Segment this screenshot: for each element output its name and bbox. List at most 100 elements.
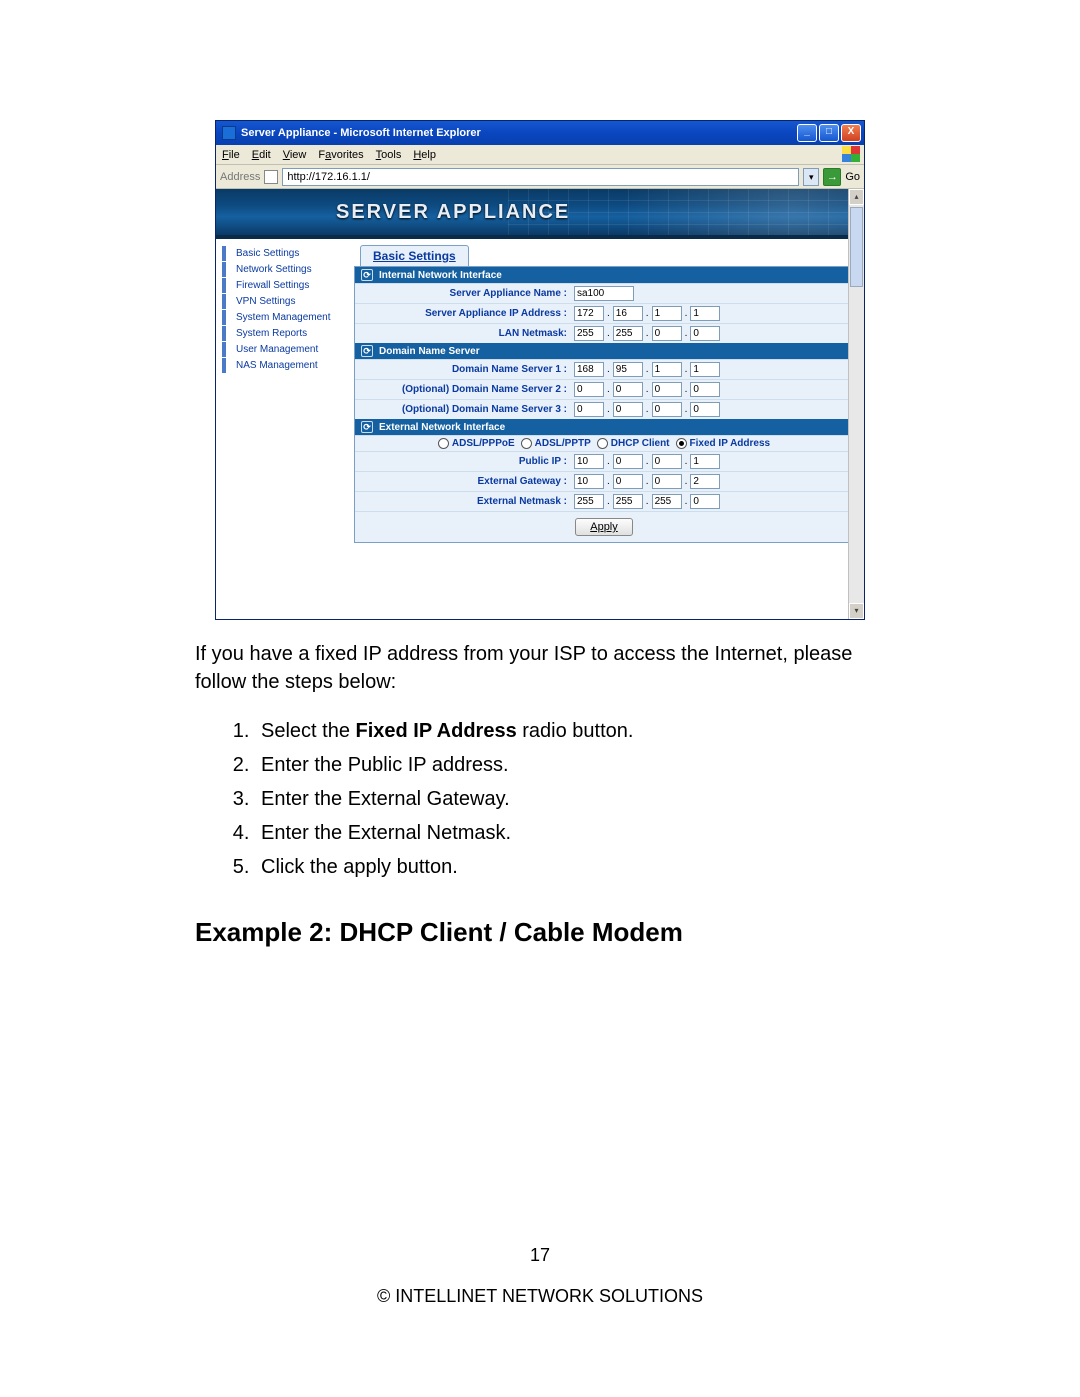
apply-button[interactable]: Apply	[575, 518, 633, 536]
radio-pppoe[interactable]: ADSL/PPPoE	[438, 438, 515, 449]
section-dns-title: Domain Name Server	[379, 346, 480, 357]
menu-favorites[interactable]: Favorites	[318, 149, 363, 161]
ext-gw-2[interactable]	[613, 474, 643, 489]
radio-dhcp[interactable]: DHCP Client	[597, 438, 670, 449]
sidebar-item-vpn[interactable]: VPN Settings	[222, 294, 342, 309]
lan-netmask-4[interactable]	[690, 326, 720, 341]
radio-fixed-ip[interactable]: Fixed IP Address	[676, 438, 771, 449]
section-external-title: External Network Interface	[379, 422, 505, 433]
ext-gw-1[interactable]	[574, 474, 604, 489]
sidebar-item-basic[interactable]: Basic Settings	[222, 246, 342, 261]
tab-basic-settings[interactable]: Basic Settings	[360, 245, 469, 266]
menu-view[interactable]: View	[283, 149, 307, 161]
window-title: Server Appliance - Microsoft Internet Ex…	[241, 127, 797, 139]
appliance-ip-3[interactable]	[652, 306, 682, 321]
refresh-icon[interactable]: ⟳	[361, 421, 373, 433]
example-2-heading: Example 2: DHCP Client / Cable Modem	[195, 914, 885, 950]
address-input[interactable]: http://172.16.1.1/	[282, 168, 799, 186]
appliance-name-input[interactable]	[574, 286, 634, 301]
dns2-2[interactable]	[613, 382, 643, 397]
section-internal-title: Internal Network Interface	[379, 270, 502, 281]
dns1-1[interactable]	[574, 362, 604, 377]
dns1-2[interactable]	[613, 362, 643, 377]
page-footer: 17 © INTELLINET NETWORK SOLUTIONS	[0, 1245, 1080, 1307]
ext-nm-4[interactable]	[690, 494, 720, 509]
appliance-name-label: Server Appliance Name :	[361, 288, 571, 299]
close-button[interactable]: X	[841, 124, 861, 142]
section-internal-header: ⟳ Internal Network Interface	[355, 267, 853, 283]
ie-icon	[222, 126, 236, 140]
menu-help[interactable]: Help	[413, 149, 436, 161]
page-banner: SERVER APPLIANCE	[216, 189, 864, 239]
doc-body: If you have a fixed IP address from your…	[195, 640, 885, 950]
dns3-2[interactable]	[613, 402, 643, 417]
page-icon	[264, 170, 278, 184]
public-ip-4[interactable]	[690, 454, 720, 469]
refresh-icon[interactable]: ⟳	[361, 269, 373, 281]
scroll-thumb[interactable]	[850, 207, 863, 287]
address-bar: Address http://172.16.1.1/ ▾ → Go	[216, 165, 864, 189]
lan-netmask-2[interactable]	[613, 326, 643, 341]
lan-netmask-1[interactable]	[574, 326, 604, 341]
lan-netmask-label: LAN Netmask:	[361, 328, 571, 339]
banner-title: SERVER APPLIANCE	[336, 201, 570, 224]
step-2: Enter the Public IP address.	[255, 748, 885, 782]
sidebar-item-usermgmt[interactable]: User Management	[222, 342, 342, 357]
dns2-label: (Optional) Domain Name Server 2 :	[361, 384, 571, 395]
appliance-ip-1[interactable]	[574, 306, 604, 321]
public-ip-1[interactable]	[574, 454, 604, 469]
windows-flag-icon	[842, 146, 860, 162]
go-button[interactable]: →	[823, 168, 841, 186]
dns1-label: Domain Name Server 1 :	[361, 364, 571, 375]
browser-window: Server Appliance - Microsoft Internet Ex…	[215, 120, 865, 620]
menu-edit[interactable]: Edit	[252, 149, 271, 161]
vertical-scrollbar[interactable]: ▴ ▾	[848, 189, 864, 619]
ext-gw-3[interactable]	[652, 474, 682, 489]
public-ip-3[interactable]	[652, 454, 682, 469]
step-5: Click the apply button.	[255, 850, 885, 884]
sidebar-item-sysmgmt[interactable]: System Management	[222, 310, 342, 325]
menu-bar: File Edit View Favorites Tools Help	[216, 145, 864, 165]
scroll-up-button[interactable]: ▴	[849, 189, 864, 205]
dns1-4[interactable]	[690, 362, 720, 377]
refresh-icon[interactable]: ⟳	[361, 345, 373, 357]
ext-nm-2[interactable]	[613, 494, 643, 509]
menu-tools[interactable]: Tools	[376, 149, 402, 161]
sidebar-item-nas[interactable]: NAS Management	[222, 358, 342, 373]
radio-pptp[interactable]: ADSL/PPTP	[521, 438, 591, 449]
ext-netmask-label: External Netmask :	[361, 496, 571, 507]
dns1-3[interactable]	[652, 362, 682, 377]
scroll-down-button[interactable]: ▾	[849, 603, 864, 619]
dns2-3[interactable]	[652, 382, 682, 397]
step-1: Select the Fixed IP Address radio button…	[255, 714, 885, 748]
public-ip-2[interactable]	[613, 454, 643, 469]
maximize-button[interactable]: □	[819, 124, 839, 142]
ext-gw-4[interactable]	[690, 474, 720, 489]
menu-file[interactable]: File	[222, 149, 240, 161]
sidebar-item-firewall[interactable]: Firewall Settings	[222, 278, 342, 293]
minimize-button[interactable]: _	[797, 124, 817, 142]
window-titlebar: Server Appliance - Microsoft Internet Ex…	[216, 121, 864, 145]
viewport: SERVER APPLIANCE Basic Settings Network …	[216, 189, 864, 619]
section-external-header: ⟳ External Network Interface	[355, 419, 853, 435]
appliance-ip-2[interactable]	[613, 306, 643, 321]
dns3-1[interactable]	[574, 402, 604, 417]
ext-gateway-label: External Gateway :	[361, 476, 571, 487]
sidebar-item-network[interactable]: Network Settings	[222, 262, 342, 277]
sidebar-item-sysreports[interactable]: System Reports	[222, 326, 342, 341]
footer-text: © INTELLINET NETWORK SOLUTIONS	[0, 1286, 1080, 1307]
dns2-1[interactable]	[574, 382, 604, 397]
lan-netmask-3[interactable]	[652, 326, 682, 341]
address-label: Address	[220, 171, 260, 183]
dns3-3[interactable]	[652, 402, 682, 417]
dns3-4[interactable]	[690, 402, 720, 417]
dns2-4[interactable]	[690, 382, 720, 397]
ext-nm-1[interactable]	[574, 494, 604, 509]
intro-paragraph: If you have a fixed IP address from your…	[195, 640, 885, 696]
ext-nm-3[interactable]	[652, 494, 682, 509]
go-label: Go	[845, 171, 860, 183]
steps-list: Select the Fixed IP Address radio button…	[255, 714, 885, 884]
address-dropdown[interactable]: ▾	[803, 168, 819, 186]
sidebar: Basic Settings Network Settings Firewall…	[216, 239, 346, 619]
appliance-ip-4[interactable]	[690, 306, 720, 321]
